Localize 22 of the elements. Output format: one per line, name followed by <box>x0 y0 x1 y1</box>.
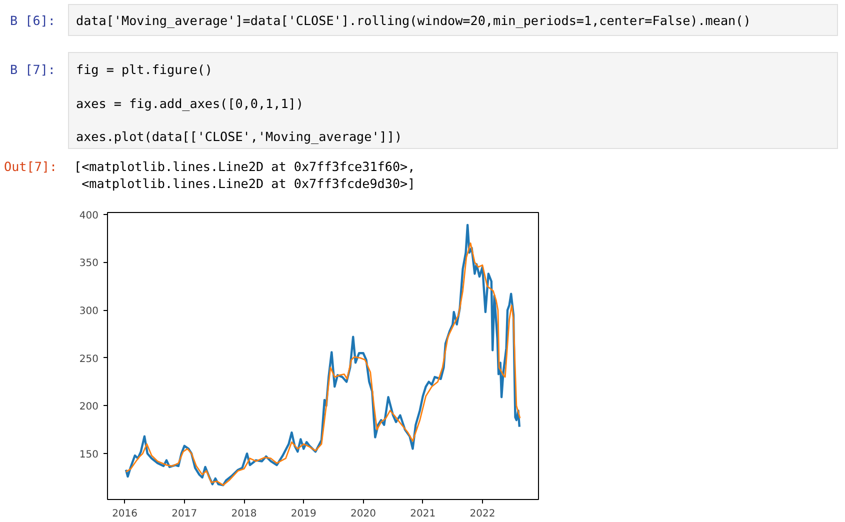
x-tick-label: 2021 <box>410 508 436 520</box>
x-tick-label: 2016 <box>112 508 138 520</box>
text: B [7]: <box>10 61 56 79</box>
x-tick-label: 2017 <box>172 508 198 520</box>
y-tick-label: 300 <box>79 306 99 318</box>
text: Out[7]: <box>4 158 58 176</box>
text: axes = fig.add_axes([0,0,1,1]) <box>76 95 304 113</box>
text: B [6]: <box>10 12 56 30</box>
text: <matplotlib.lines.Line2D at 0x7ff3fcde9d30>] <box>80 175 416 193</box>
y-tick-label: 350 <box>79 258 99 270</box>
y-tick-label: 400 <box>79 210 99 222</box>
y-tick-label: 150 <box>79 450 99 461</box>
y-tick-label: 200 <box>79 402 99 413</box>
x-tick-label: 2019 <box>290 508 316 520</box>
x-tick-label: 2022 <box>470 508 496 520</box>
text: fig = plt.figure() <box>76 61 212 79</box>
x-tick-label: 2018 <box>231 508 257 520</box>
text: data['Moving_average']=data['CLOSE'].rolling(window=20,min_periods=1,center=False).mean() <box>76 12 751 30</box>
text: [<matplotlib.lines.Line2D at 0x7ff3fce31f60>, <box>74 158 416 176</box>
x-tick-label: 2020 <box>350 508 376 520</box>
y-tick-label: 250 <box>79 354 99 365</box>
text: axes.plot(data[['CLOSE','Moving_average']]) <box>76 128 402 146</box>
